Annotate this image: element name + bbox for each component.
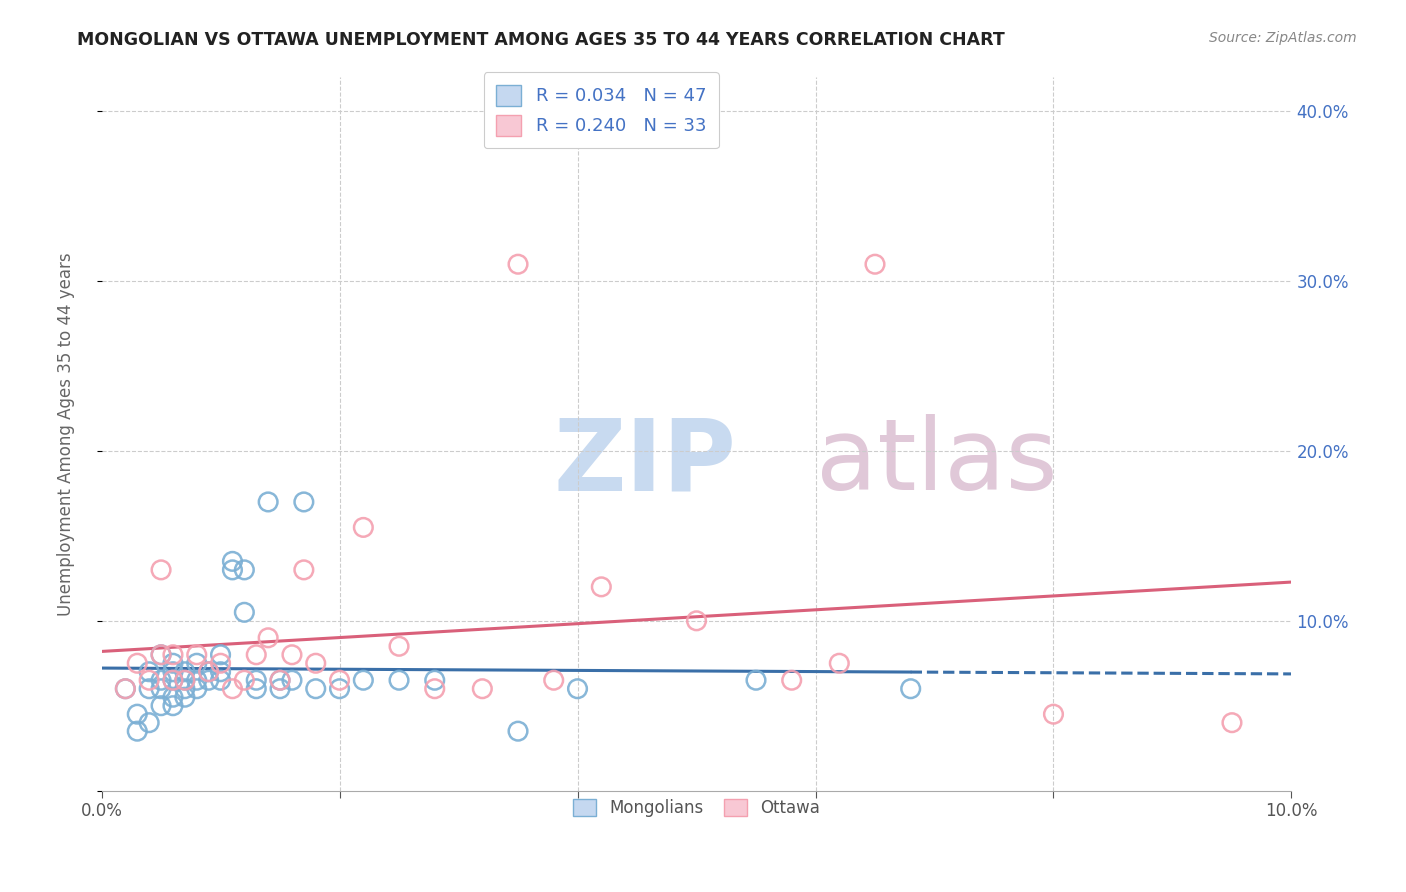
Point (162, 648, 184, 662)
Point (352, 520, 374, 534)
Point (209, 673, 232, 688)
Point (138, 673, 160, 688)
Text: Source: ZipAtlas.com: Source: ZipAtlas.com (1209, 31, 1357, 45)
Point (245, 648, 267, 662)
Point (328, 681, 350, 696)
Point (150, 563, 173, 577)
Point (269, 681, 291, 696)
Point (197, 665, 219, 679)
Point (173, 673, 195, 688)
Point (150, 698, 173, 713)
Point (471, 681, 494, 696)
Point (127, 724, 149, 739)
Point (173, 681, 195, 696)
Point (173, 690, 195, 705)
Point (197, 665, 219, 679)
Point (245, 681, 267, 696)
Point (162, 673, 184, 688)
Point (186, 681, 208, 696)
Point (209, 648, 232, 662)
Point (162, 690, 184, 705)
Text: atlas: atlas (815, 414, 1057, 511)
Point (281, 648, 304, 662)
Point (305, 657, 328, 671)
Point (685, 614, 707, 628)
Point (281, 673, 304, 688)
Point (423, 673, 446, 688)
Point (423, 681, 446, 696)
Point (245, 673, 267, 688)
Point (352, 673, 374, 688)
Point (292, 495, 315, 509)
Point (150, 648, 173, 662)
Point (221, 563, 243, 577)
Point (127, 707, 149, 722)
Point (328, 673, 350, 688)
Point (292, 563, 315, 577)
Point (138, 715, 160, 730)
Point (162, 657, 184, 671)
Point (209, 657, 232, 671)
Point (186, 673, 208, 688)
Point (186, 648, 208, 662)
Point (150, 681, 173, 696)
Point (388, 640, 411, 654)
Point (197, 673, 219, 688)
Point (506, 724, 529, 739)
Point (567, 681, 589, 696)
Point (828, 657, 851, 671)
Point (305, 681, 328, 696)
Point (150, 648, 173, 662)
Point (173, 673, 195, 688)
Point (1220, 715, 1243, 730)
Point (233, 605, 256, 619)
Point (233, 673, 256, 688)
Point (186, 657, 208, 671)
Point (114, 681, 136, 696)
Point (127, 657, 149, 671)
Point (269, 673, 291, 688)
Point (233, 563, 256, 577)
Y-axis label: Unemployment Among Ages 35 to 44 years: Unemployment Among Ages 35 to 44 years (58, 252, 75, 615)
Point (221, 554, 243, 568)
Point (269, 673, 291, 688)
Point (162, 665, 184, 679)
Point (209, 665, 232, 679)
Point (114, 681, 136, 696)
Point (1042, 707, 1064, 722)
Point (257, 631, 280, 645)
Point (257, 495, 280, 509)
Point (506, 257, 529, 271)
Legend: Mongolians, Ottawa: Mongolians, Ottawa (564, 790, 828, 825)
Point (162, 698, 184, 713)
Point (221, 681, 243, 696)
Point (138, 681, 160, 696)
Text: MONGOLIAN VS OTTAWA UNEMPLOYMENT AMONG AGES 35 TO 44 YEARS CORRELATION CHART: MONGOLIAN VS OTTAWA UNEMPLOYMENT AMONG A… (77, 31, 1005, 49)
Point (543, 673, 565, 688)
Point (745, 673, 768, 688)
Point (138, 665, 160, 679)
Point (863, 257, 886, 271)
Point (150, 673, 173, 688)
Text: ZIP: ZIP (554, 414, 737, 511)
Point (900, 681, 922, 696)
Point (162, 673, 184, 688)
Point (388, 673, 411, 688)
Point (591, 580, 613, 594)
Point (173, 665, 195, 679)
Point (780, 673, 803, 688)
